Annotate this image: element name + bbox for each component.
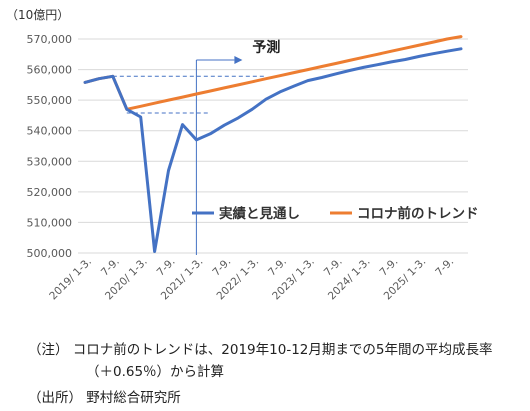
legend: 実績と見通し コロナ前のトレンド xyxy=(192,205,479,222)
gdp-line-chart: 500,000 510,000 520,000 530,000 540,000 550,0… xyxy=(27,33,479,303)
x-tick-label: 7-9. xyxy=(155,256,178,279)
gridlines xyxy=(78,38,468,254)
note-line-2: （＋0.65％）から計算 xyxy=(86,364,225,380)
x-tick-label: 7-9. xyxy=(433,256,456,279)
legend-label-trend: コロナ前のトレンド xyxy=(357,205,479,222)
y-tick-label: 570,000 xyxy=(27,33,73,46)
y-tick-label: 500,000 xyxy=(27,247,73,260)
y-tick-label: 520,000 xyxy=(27,186,73,199)
note-line-1: （注） コロナ前のトレンドは、2019年10-12月期までの5年間の平均成長率 xyxy=(28,342,493,358)
x-tick-label: 7-9. xyxy=(99,256,122,279)
x-tick-label: 7-9. xyxy=(377,256,400,279)
forecast-label: 予測 xyxy=(252,39,280,56)
y-tick-label: 560,000 xyxy=(27,64,73,77)
x-tick-label: 2019/ 1-3. xyxy=(47,256,94,303)
x-tick-label: 7-9. xyxy=(210,256,233,279)
y-tick-label: 510,000 xyxy=(27,216,73,229)
source-note: （出所） 野村総合研究所 xyxy=(28,390,181,406)
series-precovid-trend-line xyxy=(83,35,463,111)
y-axis-unit-label: （10億円） xyxy=(6,8,70,22)
y-tick-label: 540,000 xyxy=(27,125,73,138)
x-tick-label: 7-9. xyxy=(322,256,345,279)
y-tick-label: 530,000 xyxy=(27,155,73,168)
x-tick-labels: 2019/ 1-3. 7-9.2020/ 1-3. 7-9.2021/ 1-3. 7-… xyxy=(47,256,456,303)
forecast-arrow-head xyxy=(234,56,243,64)
y-tick-labels: 500,000 510,000 520,000 530,000 540,000 550,0… xyxy=(27,33,73,260)
x-tick-label: 7-9. xyxy=(266,256,289,279)
y-tick-label: 550,000 xyxy=(27,94,73,107)
series-actual-forecast-line xyxy=(83,47,463,253)
series-lines xyxy=(83,35,463,253)
legend-label-actual: 実績と見通し xyxy=(219,205,300,222)
